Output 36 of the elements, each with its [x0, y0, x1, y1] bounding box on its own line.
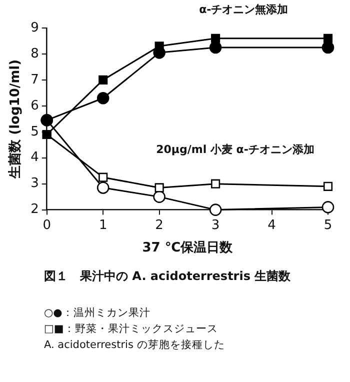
text: ○●：温州ミカン果汁 [44, 306, 152, 321]
point [323, 182, 333, 191]
annotation: 20μg/ml 小麦 α-チオニン添加 [156, 142, 314, 156]
text: 図１ 果汁中の A. acidoterrestris 生菌数 [44, 268, 291, 285]
point [209, 41, 222, 54]
point [98, 172, 108, 182]
x-tick-label: 4 [268, 218, 276, 233]
point [98, 75, 108, 84]
y-tick-label: 8 [30, 46, 39, 62]
y-tick-label: 4 [30, 150, 39, 166]
text: A. acidoterrestris の芽胞を接種した [44, 338, 225, 353]
point [153, 190, 166, 203]
y-tick-label: 6 [30, 98, 39, 114]
y-tick-label: 2 [30, 202, 39, 218]
point [209, 204, 222, 216]
text: α-チオニン無添加 [199, 2, 288, 16]
x-axis-title: 37 ℃保温日数 [142, 240, 234, 256]
text: □■：野菜・果汁ミックスジュース [44, 322, 219, 337]
y-tick-label: 9 [30, 20, 39, 36]
x-tick-label: 2 [155, 218, 164, 233]
x-tick-label: 1 [98, 218, 108, 233]
point [322, 201, 334, 214]
point [96, 182, 110, 194]
point [211, 179, 220, 188]
point [211, 34, 220, 43]
x-tick-label: 0 [42, 218, 52, 233]
y-tick-label: 5 [30, 124, 39, 140]
y-tick-label: 7 [30, 72, 39, 88]
x-tick-label: 3 [211, 218, 220, 233]
y-tick-label: 3 [30, 176, 39, 192]
point [322, 41, 334, 54]
point [154, 183, 164, 192]
y-axis-title: 生菌数 (log10/ml) [8, 59, 24, 180]
point [96, 92, 110, 104]
x-tick-label: 5 [324, 218, 332, 233]
point [323, 34, 333, 43]
